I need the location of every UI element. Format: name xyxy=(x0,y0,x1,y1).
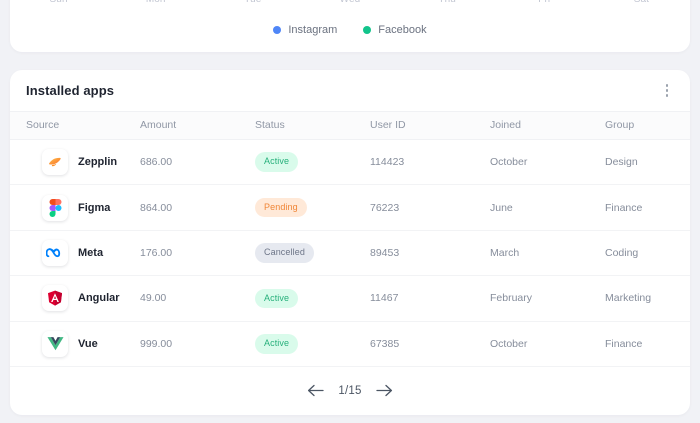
cell-joined: October xyxy=(490,321,605,367)
cell-status: Cancelled xyxy=(255,230,370,277)
status-badge: Active xyxy=(255,152,299,172)
column-header-group[interactable]: Group xyxy=(605,111,690,140)
cell-group: Coding xyxy=(605,230,690,277)
installed-apps-table: Source Amount Status User ID Joined Grou… xyxy=(10,111,690,367)
cell-status: Active xyxy=(255,275,370,322)
cell-user-id: 67385 xyxy=(370,321,490,367)
legend-label-facebook: Facebook xyxy=(378,24,427,36)
status-badge: Active xyxy=(255,334,299,354)
angular-logo-icon xyxy=(42,285,68,312)
cell-source: Zepplin xyxy=(10,139,140,186)
analytics-chart-card: Sun Mon Tue Wed Thu Fri Sat Instagram Fa… xyxy=(10,0,690,52)
column-header-source[interactable]: Source xyxy=(10,111,140,140)
installed-apps-header: Installed apps xyxy=(10,70,690,111)
pagination: 1/15 xyxy=(10,367,690,415)
x-tick-mon: Mon xyxy=(107,0,204,8)
page-title: Installed apps xyxy=(26,83,115,98)
vue-logo-icon xyxy=(42,330,68,357)
meta-logo-icon xyxy=(42,239,68,266)
cell-group: Marketing xyxy=(605,275,690,322)
status-badge: Cancelled xyxy=(255,243,314,263)
cell-amount: 999.00 xyxy=(140,321,255,367)
x-tick-fri: Fri xyxy=(496,0,593,8)
app-name: Zepplin xyxy=(78,156,118,169)
column-header-joined[interactable]: Joined xyxy=(490,111,605,140)
cell-joined: June xyxy=(490,184,605,231)
legend-item-instagram[interactable]: Instagram xyxy=(273,24,337,36)
chart-legend: Instagram Facebook xyxy=(10,24,690,36)
table-header-row: Source Amount Status User ID Joined Grou… xyxy=(10,111,690,140)
cell-user-id: 76223 xyxy=(370,184,490,231)
page-indicator: 1/15 xyxy=(338,384,362,397)
arrow-left-icon[interactable] xyxy=(306,382,324,400)
cell-source: Vue xyxy=(10,321,140,367)
chart-x-axis: Sun Mon Tue Wed Thu Fri Sat xyxy=(10,0,690,8)
legend-dot-instagram xyxy=(273,26,282,34)
column-header-user-id[interactable]: User ID xyxy=(370,111,490,140)
cell-amount: 176.00 xyxy=(140,230,255,277)
status-badge: Pending xyxy=(255,197,307,218)
cell-user-id: 114423 xyxy=(370,139,490,186)
cell-status: Active xyxy=(255,139,370,186)
arrow-right-icon[interactable] xyxy=(376,382,394,400)
legend-dot-facebook xyxy=(363,26,372,34)
table-row[interactable]: Zepplin 686.00 Active 114423 October Des… xyxy=(10,139,690,186)
table-row[interactable]: Figma 864.00 Pending 76223 June Finance xyxy=(10,184,690,231)
x-tick-sun: Sun xyxy=(10,0,107,8)
cell-status: Pending xyxy=(255,184,370,231)
legend-item-facebook[interactable]: Facebook xyxy=(363,24,427,36)
cell-source: Figma xyxy=(10,184,140,231)
installed-apps-card: Installed apps Source Amount Status User… xyxy=(10,70,690,415)
cell-amount: 686.00 xyxy=(140,139,255,186)
app-name: Vue xyxy=(78,337,98,350)
x-tick-wed: Wed xyxy=(301,0,398,8)
cell-amount: 864.00 xyxy=(140,184,255,231)
cell-amount: 49.00 xyxy=(140,275,255,322)
cell-joined: February xyxy=(490,275,605,322)
cell-group: Finance xyxy=(605,321,690,367)
column-header-amount[interactable]: Amount xyxy=(140,111,255,140)
cell-status: Active xyxy=(255,321,370,367)
cell-joined: October xyxy=(490,139,605,186)
app-name: Angular xyxy=(78,292,120,305)
zepplin-logo-icon xyxy=(42,149,68,176)
app-name: Figma xyxy=(78,201,111,214)
cell-group: Design xyxy=(605,139,690,186)
column-header-status[interactable]: Status xyxy=(255,111,370,140)
x-tick-tue: Tue xyxy=(204,0,301,8)
figma-logo-icon xyxy=(42,194,68,221)
kebab-menu-icon[interactable] xyxy=(658,81,676,101)
table-row[interactable]: Angular 49.00 Active 11467 February Mark… xyxy=(10,275,690,322)
cell-user-id: 11467 xyxy=(370,275,490,322)
app-name: Meta xyxy=(78,246,104,259)
cell-source: Angular xyxy=(10,275,140,322)
x-tick-sat: Sat xyxy=(593,0,690,8)
cell-joined: March xyxy=(490,230,605,277)
status-badge: Active xyxy=(255,288,299,309)
table-row[interactable]: Meta 176.00 Cancelled 89453 March Coding xyxy=(10,230,690,277)
table-row[interactable]: Vue 999.00 Active 67385 October Finance xyxy=(10,321,690,367)
cell-source: Meta xyxy=(10,230,140,277)
x-tick-thu: Thu xyxy=(399,0,496,8)
legend-label-instagram: Instagram xyxy=(288,24,338,36)
cell-group: Finance xyxy=(605,184,690,231)
cell-user-id: 89453 xyxy=(370,230,490,277)
